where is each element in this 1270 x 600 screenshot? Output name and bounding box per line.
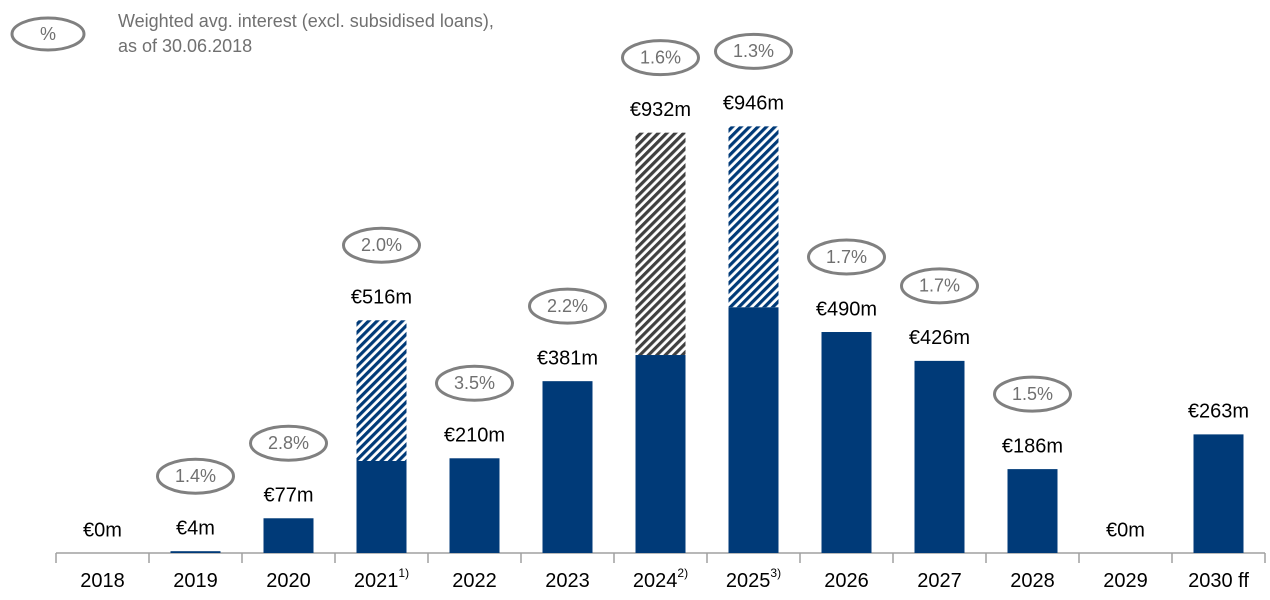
total-label: €946m xyxy=(723,93,784,115)
x-tick-label-text: 2029 xyxy=(1103,570,1148,592)
bar-hatched-segment xyxy=(635,132,686,356)
rate-label: 1.4% xyxy=(175,466,216,486)
rate-label: 2.8% xyxy=(268,433,309,453)
bar-segment xyxy=(728,307,779,553)
rate-ellipse xyxy=(807,238,886,276)
x-tick-label: 2020 xyxy=(266,570,311,592)
x-tick-label: 2022 xyxy=(452,570,497,592)
bar-segment xyxy=(821,332,872,553)
total-label: €186m xyxy=(1002,435,1063,457)
rate-label: 1.5% xyxy=(1012,384,1053,404)
x-tick-label: 2027 xyxy=(917,570,962,592)
total-label: €210m xyxy=(444,425,505,447)
x-tick-label-text: 2024 xyxy=(633,570,678,592)
x-tick-label: 2023 xyxy=(545,570,590,592)
x-tick-label: 2030 ff xyxy=(1188,570,1249,592)
x-tick-footnote: 3) xyxy=(770,566,781,580)
x-tick-label: 2029 xyxy=(1103,570,1148,592)
rate-ellipse xyxy=(249,424,328,462)
x-tick-footnote: 2) xyxy=(677,566,688,580)
rate-label: 2.2% xyxy=(547,296,588,316)
x-tick-label-text: 2025 xyxy=(726,570,771,592)
x-tick-label-text: 2018 xyxy=(80,570,125,592)
bar-hatched-segment xyxy=(356,320,407,461)
total-label: €263m xyxy=(1188,401,1249,423)
legend-text: Weighted avg. interest (excl. subsidised… xyxy=(118,11,494,31)
total-label: €4m xyxy=(176,517,215,539)
legend-symbol: % xyxy=(40,24,56,44)
total-label: €490m xyxy=(816,298,877,320)
total-label: €381m xyxy=(537,347,598,369)
x-tick-label: 2028 xyxy=(1010,570,1055,592)
rate-ellipse xyxy=(528,287,607,325)
x-tick-label-text: 2023 xyxy=(545,570,590,592)
rate-label: 2.0% xyxy=(361,235,402,255)
x-tick-footnote: 1) xyxy=(398,566,409,580)
rate-ellipse xyxy=(435,364,514,402)
legend-text: as of 30.06.2018 xyxy=(118,36,252,56)
legend-symbol-ellipse xyxy=(10,16,86,52)
rate-label: 1.7% xyxy=(826,247,867,267)
bar-segment xyxy=(1193,434,1244,553)
bar-segment xyxy=(356,460,407,553)
rate-ellipse xyxy=(900,267,979,305)
x-tick-label-text: 2028 xyxy=(1010,570,1055,592)
total-label: €0m xyxy=(83,519,122,541)
x-tick-label: 20253) xyxy=(726,566,781,592)
bar-segment xyxy=(1007,469,1058,553)
x-tick-label-text: 2027 xyxy=(917,570,962,592)
x-tick-label-text: 2022 xyxy=(452,570,497,592)
x-tick-label: 2018 xyxy=(80,570,125,592)
rate-ellipse xyxy=(156,457,235,495)
rate-ellipse xyxy=(621,39,700,77)
rate-label: 1.7% xyxy=(919,276,960,296)
bar-segment xyxy=(635,355,686,553)
x-tick-label-text: 2026 xyxy=(824,570,869,592)
x-tick-label-text: 2019 xyxy=(173,570,218,592)
rate-ellipse xyxy=(993,375,1072,413)
bar-segment xyxy=(170,551,221,553)
total-label: €77m xyxy=(263,485,313,507)
x-tick-label-text: 2020 xyxy=(266,570,311,592)
bar-hatched-segment xyxy=(728,126,779,308)
total-label: €426m xyxy=(909,327,970,349)
total-label: €932m xyxy=(630,99,691,121)
x-tick-label: 2026 xyxy=(824,570,869,592)
x-tick-label: 20242) xyxy=(633,566,688,592)
rate-label: 3.5% xyxy=(454,373,495,393)
bar-segment xyxy=(542,381,593,553)
rate-label: 1.6% xyxy=(640,47,681,67)
bar-segment xyxy=(914,360,965,553)
rate-ellipse xyxy=(342,226,421,264)
x-tick-label: 20211) xyxy=(354,566,409,592)
x-tick-label-text: 2030 ff xyxy=(1188,570,1249,592)
total-label: €0m xyxy=(1106,519,1145,541)
rate-ellipse xyxy=(714,32,793,70)
bar-segment xyxy=(263,518,314,553)
rate-label: 1.3% xyxy=(733,41,774,61)
x-tick-label: 2019 xyxy=(173,570,218,592)
total-label: €516m xyxy=(351,287,412,309)
bar-segment xyxy=(449,458,500,553)
x-tick-label-text: 2021 xyxy=(354,570,399,592)
